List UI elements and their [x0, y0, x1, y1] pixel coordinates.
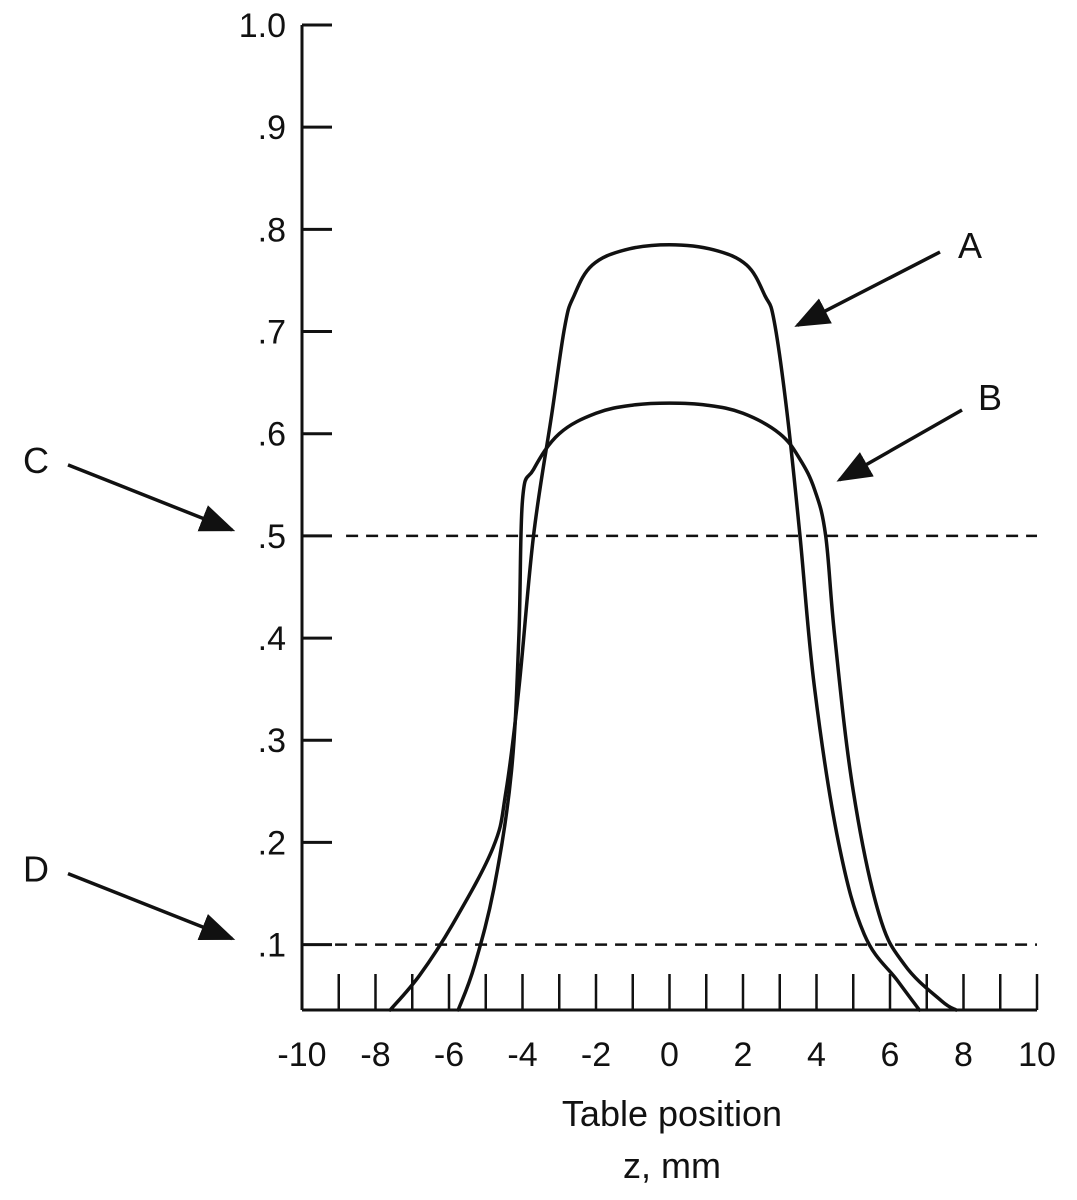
y-tick-label: .4	[258, 620, 286, 658]
callout-label-a: A	[958, 225, 982, 266]
y-tick-label: .9	[258, 109, 286, 147]
y-tick-label: .3	[258, 722, 286, 760]
callout-arrow-a	[794, 250, 941, 327]
series-line-b	[456, 401, 958, 1012]
x-tick-label: 4	[807, 1036, 826, 1074]
data-series	[388, 242, 958, 1012]
x-tick-label: 8	[954, 1036, 973, 1074]
callout-arrow-c	[67, 463, 236, 532]
x-tick-label: -6	[434, 1036, 464, 1074]
series-line-a	[388, 242, 922, 1012]
x-tick-label: 2	[734, 1036, 753, 1074]
y-tick-label: .5	[258, 518, 286, 556]
callout-arrow-b	[836, 408, 963, 482]
x-tick-label: 6	[881, 1036, 900, 1074]
x-tick-label: -2	[581, 1036, 611, 1074]
y-tick-label: .2	[258, 824, 286, 862]
y-tick-label: 1.0	[239, 7, 286, 45]
y-tick-label: .6	[258, 416, 286, 454]
callout-arrow-d	[67, 871, 236, 941]
x-axis-title: Table position	[562, 1093, 782, 1134]
reference-lines	[335, 534, 1037, 946]
y-tick-label: .7	[258, 314, 286, 352]
callout-label-c: C	[23, 440, 49, 481]
y-tick-label: .8	[258, 211, 286, 249]
callout-label-b: B	[978, 377, 1002, 418]
annotations: A B C D	[23, 225, 1002, 941]
x-tick-label: -10	[277, 1036, 326, 1074]
x-tick-label: 0	[660, 1036, 679, 1074]
x-tick-label: -4	[507, 1036, 537, 1074]
x-tick-label: 10	[1018, 1036, 1056, 1074]
callout-label-d: D	[23, 849, 49, 890]
y-tick-label: .1	[258, 927, 286, 965]
axes: .1 .2 .3 .4 .5 .6 .7 .8 .9 1.0 -10 -8 -6 -4 -2 0 2 4 6 8 10	[239, 7, 1056, 1074]
x-tick-label: -8	[360, 1036, 390, 1074]
x-axis-unit: z, mm	[623, 1145, 721, 1186]
